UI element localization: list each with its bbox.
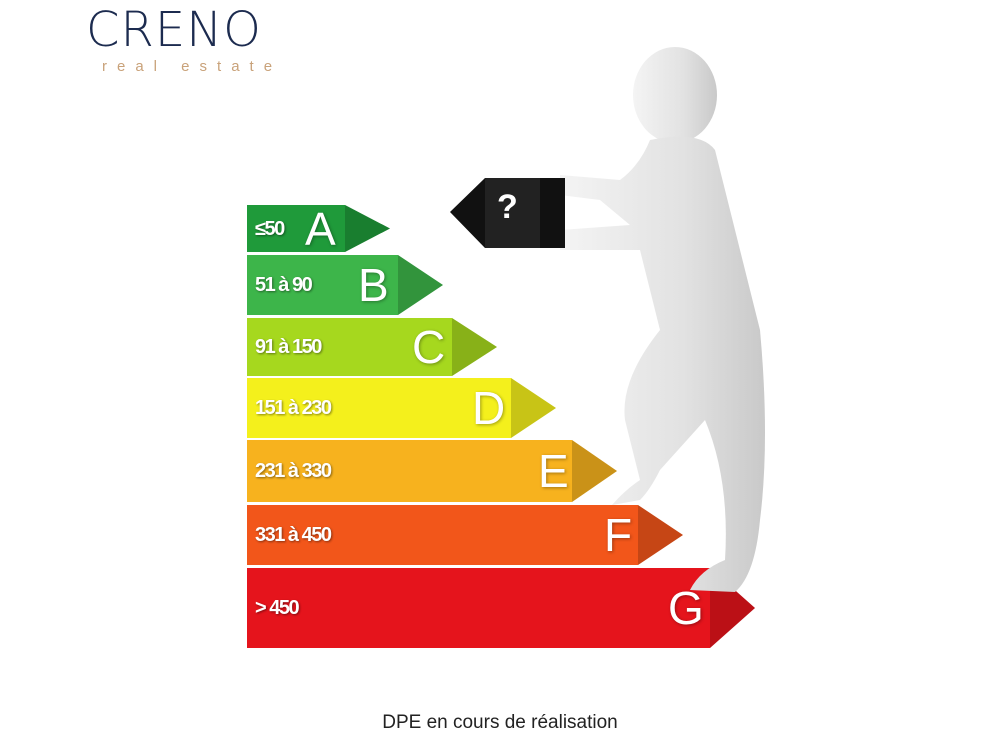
creno-logo: CRENO real estate xyxy=(86,4,286,76)
dpe-range-g: > 450 xyxy=(255,597,300,619)
dpe-bar-shade xyxy=(398,255,443,315)
dpe-bar-d xyxy=(247,378,556,438)
dpe-bar-a xyxy=(247,205,390,252)
dpe-range-e: 231 à 330 xyxy=(255,460,332,482)
dpe-bar-c xyxy=(247,318,497,376)
dpe-range-b: 51 à 90 xyxy=(255,274,313,296)
question-box xyxy=(450,178,565,248)
dpe-range-d: 151 à 230 xyxy=(255,397,332,419)
dpe-letter-a: A xyxy=(305,202,336,255)
dpe-range-c: 91 à 150 xyxy=(255,336,322,358)
dpe-letter-d: D xyxy=(472,382,506,434)
question-mark: ? xyxy=(497,188,518,226)
caption: DPE en cours de réalisation xyxy=(382,712,618,733)
dpe-bar-g xyxy=(247,568,755,648)
dpe-bar-f xyxy=(247,505,683,565)
dpe-bar-shade xyxy=(452,318,497,376)
dpe-bar-b xyxy=(247,255,443,315)
dpe-range-f: 331 à 450 xyxy=(255,524,332,546)
dpe-letter-g: G xyxy=(668,582,704,634)
dpe-bar-shade xyxy=(511,378,556,438)
figure-illustration xyxy=(560,47,765,592)
dpe-letter-e: E xyxy=(538,445,569,497)
dpe-letter-c: C xyxy=(412,321,446,373)
dpe-bar-shade xyxy=(572,440,617,502)
dpe-letter-b: B xyxy=(358,259,389,311)
dpe-range-a: ≤50 xyxy=(255,217,285,240)
logo-name: CRENO xyxy=(86,2,262,58)
dpe-letter-f: F xyxy=(604,509,633,561)
dpe-bar-e xyxy=(247,440,617,502)
dpe-bar-shade xyxy=(345,205,390,252)
dpe-bar-shade xyxy=(638,505,683,565)
logo-tagline: real estate xyxy=(102,58,283,75)
